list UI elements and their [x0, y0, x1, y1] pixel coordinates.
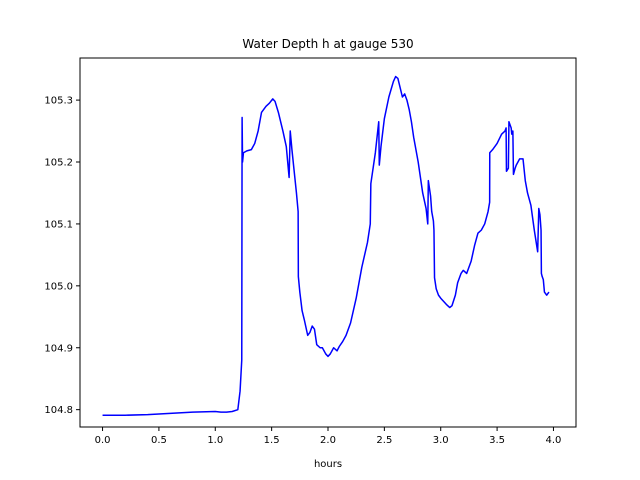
x-tick-label: 0.5	[151, 435, 167, 446]
x-tick-label: 2.5	[376, 435, 392, 446]
y-tick-label: 104.8	[44, 405, 73, 416]
y-tick-label: 105.0	[44, 281, 73, 292]
x-tick-label: 2.0	[320, 435, 336, 446]
x-tick-label: 1.5	[264, 435, 280, 446]
x-tick-label: 4.0	[546, 435, 562, 446]
x-tick-label: 0.0	[95, 435, 111, 446]
chart-title: Water Depth h at gauge 530	[242, 37, 413, 51]
y-tick-label: 105.2	[44, 158, 73, 169]
plot-area: 0.0 0.5 1.0 1.5 2.0 2.5 3.0 3.5 4.0 104.8104.910…	[44, 57, 577, 446]
x-axis-ticks: 0.0 0.5 1.0 1.5 2.0 2.5 3.0 3.5 4.0	[95, 427, 562, 446]
y-tick-label: 105.3	[44, 96, 73, 107]
x-tick-label: 3.5	[489, 435, 505, 446]
series-line-0	[102, 75, 550, 416]
y-tick-label: 105.1	[44, 219, 73, 230]
x-axis-title: hours	[314, 459, 342, 470]
y-axis-ticks: 104.8 104.9 105.0 105.1 105.2 105.3	[44, 96, 80, 416]
y-tick-label: 104.9	[44, 343, 73, 354]
x-tick-label: 3.0	[433, 435, 449, 446]
axes-frame	[79, 57, 577, 428]
x-tick-label: 1.0	[207, 435, 223, 446]
series-layer	[102, 75, 550, 416]
